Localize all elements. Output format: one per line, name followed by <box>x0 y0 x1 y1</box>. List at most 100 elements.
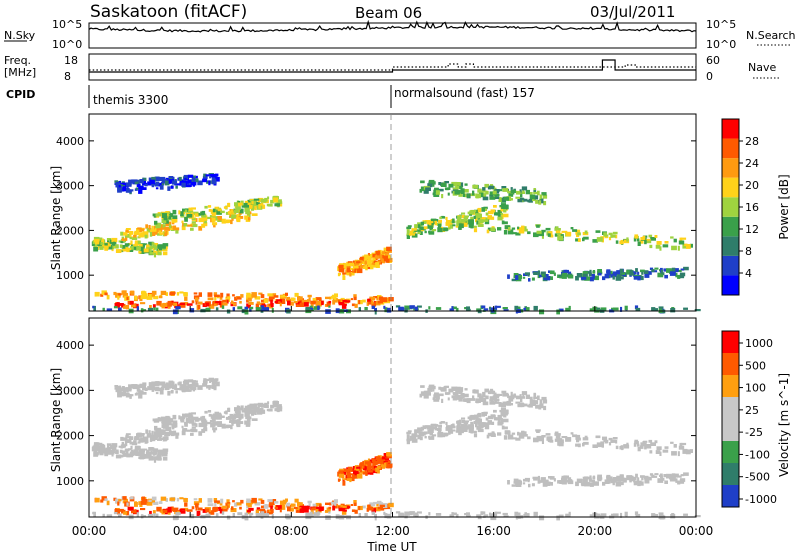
velocity-cell <box>533 477 538 481</box>
power-cell <box>533 191 538 195</box>
velocity-cell <box>274 408 281 412</box>
velocity-cell <box>494 397 497 403</box>
power-cell <box>503 230 508 235</box>
power-cell <box>315 300 322 306</box>
power-cell <box>438 182 442 186</box>
power-cell <box>236 296 242 300</box>
power-cell <box>603 232 608 237</box>
power-cell <box>227 297 230 302</box>
power-cell <box>247 202 251 205</box>
power-cell <box>537 270 540 276</box>
power-cell <box>258 204 261 209</box>
power-cell <box>659 246 662 251</box>
power-cell <box>297 296 303 301</box>
velocity-cell <box>109 444 113 450</box>
velocity-cell <box>190 386 197 391</box>
power-cell <box>151 242 155 246</box>
power-cell <box>464 193 468 198</box>
power-cell <box>539 309 545 315</box>
velocity-cell <box>642 441 646 446</box>
velocity-cell <box>133 440 137 445</box>
power-cell <box>429 221 434 226</box>
velocity-cell <box>160 451 166 454</box>
velocity-cell <box>341 471 347 475</box>
power-cell <box>217 216 222 219</box>
power-cell <box>458 223 464 229</box>
velocity-cell <box>294 506 298 510</box>
x-tick-label: 12:00 <box>375 524 410 538</box>
power-cell <box>134 295 138 300</box>
velocity-cell <box>100 447 103 451</box>
velocity-cell <box>190 432 194 436</box>
velocity-cell <box>604 479 610 484</box>
power-cell <box>428 231 435 235</box>
velocity-cell <box>351 509 356 512</box>
velocity-cell <box>347 466 353 470</box>
power-cell <box>238 202 243 206</box>
velocity-cell <box>655 450 661 454</box>
power-cell <box>207 297 214 301</box>
power-cell <box>261 299 264 303</box>
velocity-cell <box>464 420 469 423</box>
velocity-cell <box>526 513 530 518</box>
velocity-cell <box>213 498 218 502</box>
power-cell <box>364 264 367 269</box>
velocity-cell <box>459 390 463 394</box>
velocity-cell <box>374 460 380 465</box>
power-cell <box>136 228 140 233</box>
power-cell <box>501 220 505 225</box>
velocity-cell <box>312 503 317 507</box>
power-cell <box>134 243 139 246</box>
velocity-cell <box>104 453 109 457</box>
velocity-cell <box>480 422 486 426</box>
velocity-colorbar-tick-label: 100 <box>745 382 766 395</box>
velocity-cell <box>268 509 273 513</box>
power-cell <box>383 257 387 262</box>
velocity-cell <box>161 418 168 424</box>
velocity-cell <box>136 512 139 517</box>
power-cell <box>452 224 456 227</box>
power-cell <box>251 213 258 216</box>
velocity-cell <box>220 498 224 504</box>
power-cell <box>678 240 685 245</box>
velocity-cell <box>448 388 454 393</box>
velocity-cell <box>610 479 614 482</box>
velocity-cell <box>685 449 691 455</box>
power-cell <box>248 294 253 299</box>
power-cell <box>140 187 147 190</box>
power-cell <box>151 183 155 188</box>
velocity-cell <box>260 515 266 518</box>
velocity-cell <box>125 511 130 516</box>
velocity-cell <box>352 474 355 478</box>
velocity-cell <box>356 473 363 479</box>
velocity-cell <box>276 404 282 407</box>
velocity-cell <box>409 511 415 515</box>
velocity-cell <box>338 473 345 478</box>
power-cell <box>279 302 282 307</box>
velocity-cell <box>432 389 435 392</box>
power-cell <box>114 303 120 308</box>
power-cell <box>124 234 130 238</box>
velocity-cell <box>202 380 208 384</box>
velocity-cell <box>168 429 172 434</box>
power-cell <box>406 229 410 234</box>
power-cell <box>187 174 194 178</box>
power-cell <box>448 183 454 188</box>
power-cell <box>309 305 313 310</box>
power-cell <box>154 220 158 225</box>
velocity-cell <box>475 419 480 424</box>
velocity-cell <box>307 513 313 516</box>
velocity-cell <box>468 424 474 430</box>
power-cell <box>138 251 144 254</box>
velocity-cell <box>152 418 156 422</box>
velocity-cell <box>619 446 622 450</box>
power-cell <box>657 272 664 278</box>
velocity-cell <box>374 515 377 521</box>
velocity-cell <box>645 445 652 449</box>
power-cell <box>113 306 118 309</box>
power-cell <box>379 251 383 256</box>
power-cell <box>577 238 581 242</box>
velocity-cell <box>101 443 104 449</box>
power-cell <box>164 180 170 186</box>
velocity-colorbar-band <box>722 485 739 507</box>
